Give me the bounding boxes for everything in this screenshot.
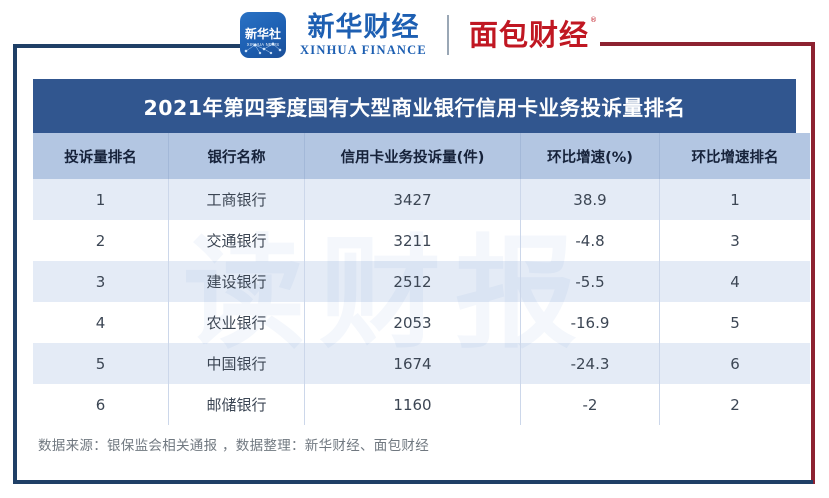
- frame-bottom-accent: [13, 480, 813, 484]
- logo-divider: [446, 15, 449, 55]
- column-header-bank: 银行名称: [168, 133, 305, 179]
- table-head: 投诉量排名 银行名称 信用卡业务投诉量(件) 环比增速(%) 环比增速排名: [33, 133, 810, 179]
- table-header-row: 投诉量排名 银行名称 信用卡业务投诉量(件) 环比增速(%) 环比增速排名: [33, 133, 810, 179]
- table-row: 3 建设银行 2512 -5.5 4: [33, 261, 810, 302]
- cell-bank: 农业银行: [168, 302, 305, 343]
- table-row: 1 工商银行 3427 38.9 1: [33, 179, 810, 220]
- table-row: 6 邮储银行 1160 -2 2: [33, 384, 810, 425]
- cell-complaints: 1674: [304, 343, 521, 384]
- frame-top-left-accent: [13, 44, 243, 48]
- cell-growth: -24.3: [520, 343, 660, 384]
- column-header-growth-rank: 环比增速排名: [659, 133, 810, 179]
- frame-right-accent: [811, 42, 815, 484]
- xinhua-finance-wordmark: 新华财经 XINHUA FINANCE: [300, 14, 427, 57]
- cell-rank: 6: [33, 384, 169, 425]
- cell-rank: 1: [33, 179, 169, 220]
- cell-rank: 5: [33, 343, 169, 384]
- xinhua-news-logo-cn: 新华社: [245, 26, 282, 41]
- table-title: 2021年第四季度国有大型商业银行信用卡业务投诉量排名: [33, 79, 796, 133]
- network-dots-icon: [244, 42, 282, 55]
- cell-growth-rank: 2: [659, 384, 810, 425]
- cell-complaints: 2053: [304, 302, 521, 343]
- cell-complaints: 1160: [304, 384, 521, 425]
- cell-bank: 建设银行: [168, 261, 305, 302]
- ranking-table-container: 2021年第四季度国有大型商业银行信用卡业务投诉量排名 读财报 投诉量排名 银行…: [33, 79, 810, 425]
- cell-bank: 工商银行: [168, 179, 305, 220]
- column-header-rank: 投诉量排名: [33, 133, 169, 179]
- cell-rank: 2: [33, 220, 169, 261]
- table-row: 2 交通银行 3211 -4.8 3: [33, 220, 810, 261]
- cell-growth-rank: 6: [659, 343, 810, 384]
- cell-growth: -4.8: [520, 220, 660, 261]
- xinhua-news-logo-icon: 新华社 XINHUA NEWS: [240, 12, 287, 58]
- column-header-complaints: 信用卡业务投诉量(件): [304, 133, 521, 179]
- cell-growth-rank: 5: [659, 302, 810, 343]
- cell-complaints: 2512: [304, 261, 521, 302]
- frame-top-right-accent: [600, 42, 815, 46]
- registered-mark-icon: ®: [589, 15, 598, 24]
- cell-growth: -2: [520, 384, 660, 425]
- cell-growth: -16.9: [520, 302, 660, 343]
- table-body: 1 工商银行 3427 38.9 1 2 交通银行 3211 -4.8 3 3 …: [33, 179, 810, 425]
- cell-complaints: 3211: [304, 220, 521, 261]
- cell-growth-rank: 4: [659, 261, 810, 302]
- xinhua-news-logo-en: XINHUA NEWS: [246, 41, 280, 47]
- ranking-table: 投诉量排名 银行名称 信用卡业务投诉量(件) 环比增速(%) 环比增速排名 1 …: [33, 133, 810, 425]
- xinhua-finance-en: XINHUA FINANCE: [300, 42, 427, 57]
- cell-bank: 中国银行: [168, 343, 305, 384]
- logo-bar: 新华社 XINHUA NEWS 新华财经 XINHUA FINANCE 面包财经…: [0, 4, 829, 66]
- cell-growth: -5.5: [520, 261, 660, 302]
- data-source-note: 数据来源：银保监会相关通报 ，数据整理：新华财经、面包财经: [38, 438, 429, 454]
- table-row: 5 中国银行 1674 -24.3 6: [33, 343, 810, 384]
- table-row: 4 农业银行 2053 -16.9 5: [33, 302, 810, 343]
- column-header-growth: 环比增速(%): [520, 133, 660, 179]
- cell-rank: 3: [33, 261, 169, 302]
- xinhua-finance-cn: 新华财经: [307, 11, 420, 43]
- mianbao-finance-cn: 面包财经: [468, 17, 589, 52]
- cell-growth-rank: 1: [659, 179, 810, 220]
- cell-growth: 38.9: [520, 179, 660, 220]
- cell-rank: 4: [33, 302, 169, 343]
- cell-complaints: 3427: [304, 179, 521, 220]
- cell-growth-rank: 3: [659, 220, 810, 261]
- table-body-area: 读财报 投诉量排名 银行名称 信用卡业务投诉量(件) 环比增速(%) 环比增速排…: [33, 133, 810, 425]
- frame-left-accent: [13, 44, 17, 484]
- cell-bank: 交通银行: [168, 220, 305, 261]
- cell-bank: 邮储银行: [168, 384, 305, 425]
- mianbao-finance-wordmark: 面包财经 ®: [468, 16, 597, 52]
